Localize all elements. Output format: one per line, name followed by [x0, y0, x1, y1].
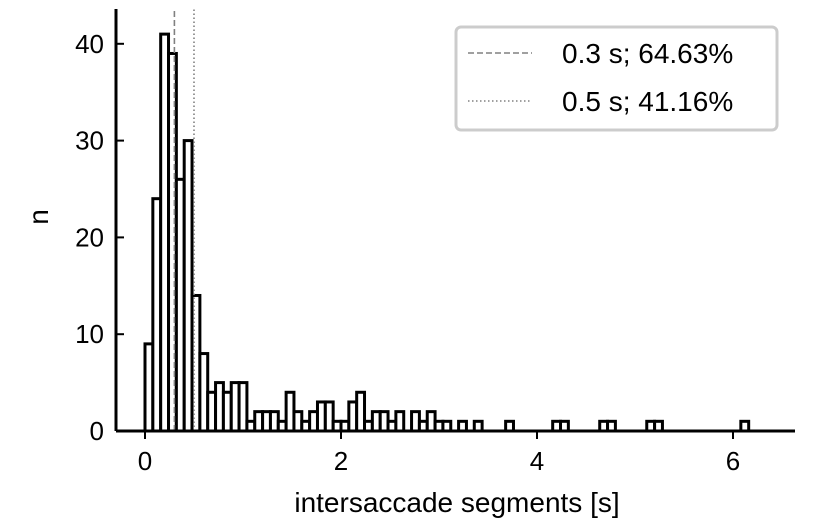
y-tick-label: 40	[75, 29, 104, 59]
y-axis-label: n	[23, 209, 54, 225]
legend-entry-0.5s: 0.5 s; 41.16%	[562, 86, 733, 117]
histogram-bars	[143, 32, 751, 433]
y-tick-label: 0	[90, 416, 104, 446]
reference-lines	[173, 9, 195, 431]
histogram-bar	[394, 410, 406, 433]
y-tick-label: 20	[75, 222, 104, 252]
x-tick-label: 0	[138, 446, 152, 476]
y-axis-ticks: 0 10 20 30 40	[75, 29, 124, 446]
x-tick-label: 4	[530, 446, 544, 476]
axes	[114, 9, 795, 433]
x-axis-ticks: 0 2 4 6	[138, 431, 740, 476]
legend-box	[454, 25, 779, 132]
y-tick-label: 30	[75, 126, 104, 156]
legend: 0.3 s; 64.63% 0.5 s; 41.16%	[454, 25, 779, 132]
x-tick-label: 6	[726, 446, 740, 476]
x-axis-label: intersaccade segments [s]	[294, 487, 619, 518]
legend-entry-0.3s: 0.3 s; 64.63%	[562, 38, 733, 69]
y-tick-label: 10	[75, 319, 104, 349]
x-tick-label: 2	[334, 446, 348, 476]
